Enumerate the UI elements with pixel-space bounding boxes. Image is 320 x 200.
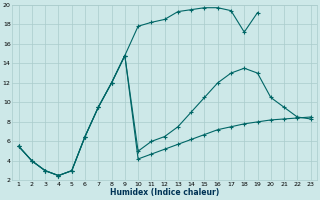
X-axis label: Humidex (Indice chaleur): Humidex (Indice chaleur) — [110, 188, 219, 197]
